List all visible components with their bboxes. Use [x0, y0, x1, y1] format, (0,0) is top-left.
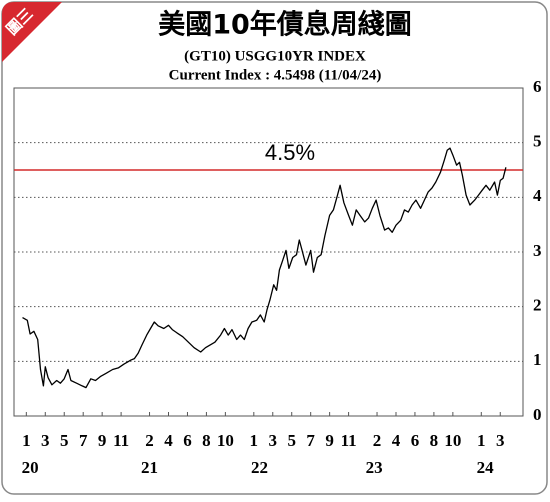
x-tick-label: 2 [145, 431, 154, 450]
x-tick-label: 11 [341, 431, 357, 450]
year-label: 23 [366, 458, 383, 477]
x-tick-label: 6 [183, 431, 192, 450]
year-label: 24 [477, 458, 495, 477]
x-tick-label: 5 [60, 431, 69, 450]
x-tick-label: 1 [477, 431, 486, 450]
x-tick-label: 1 [22, 431, 31, 450]
year-label: 22 [251, 458, 268, 477]
y-tick-label: 2 [533, 296, 542, 315]
x-tick-label: 7 [79, 431, 88, 450]
x-tick-label: 8 [202, 431, 211, 450]
x-tick-label: 6 [411, 431, 420, 450]
year-label: 20 [22, 458, 39, 477]
x-tick-label: 3 [41, 431, 50, 450]
x-tick-label: 10 [217, 431, 234, 450]
x-tick-label: 11 [113, 431, 129, 450]
x-tick-label: 3 [269, 431, 278, 450]
frame [1, 1, 548, 495]
line-series [22, 147, 507, 389]
y-tick-label: 6 [533, 77, 542, 96]
reference-label: 4.5% [265, 140, 315, 165]
chart-title: 美國10年債息周綫圖 [158, 9, 412, 41]
subtitle: (GT10) USGG10YR INDEX [184, 48, 366, 64]
x-tick-label: 4 [392, 431, 401, 450]
badge-bg [2, 2, 62, 62]
x-tick-label: 1 [250, 431, 259, 450]
x-tick-label: 8 [430, 431, 439, 450]
y-tick-label: 5 [533, 132, 542, 151]
y-tick-label: 4 [533, 186, 542, 205]
x-tick-label: 2 [373, 431, 382, 450]
year-label: 21 [141, 458, 158, 477]
subtitle: Current Index : 4.5498 (11/04/24) [169, 67, 382, 83]
x-tick-label: 3 [496, 431, 505, 450]
x-tick-label: 4 [164, 431, 173, 450]
y-tick-label: 0 [533, 405, 542, 424]
x-tick-label: 9 [98, 431, 107, 450]
x-tick-label: 5 [287, 431, 296, 450]
y-tick-label: 3 [533, 241, 542, 260]
x-tick-label: 10 [444, 431, 461, 450]
x-tick-label: 9 [325, 431, 334, 450]
x-tick-label: 7 [306, 431, 315, 450]
y-tick-label: 1 [533, 350, 542, 369]
